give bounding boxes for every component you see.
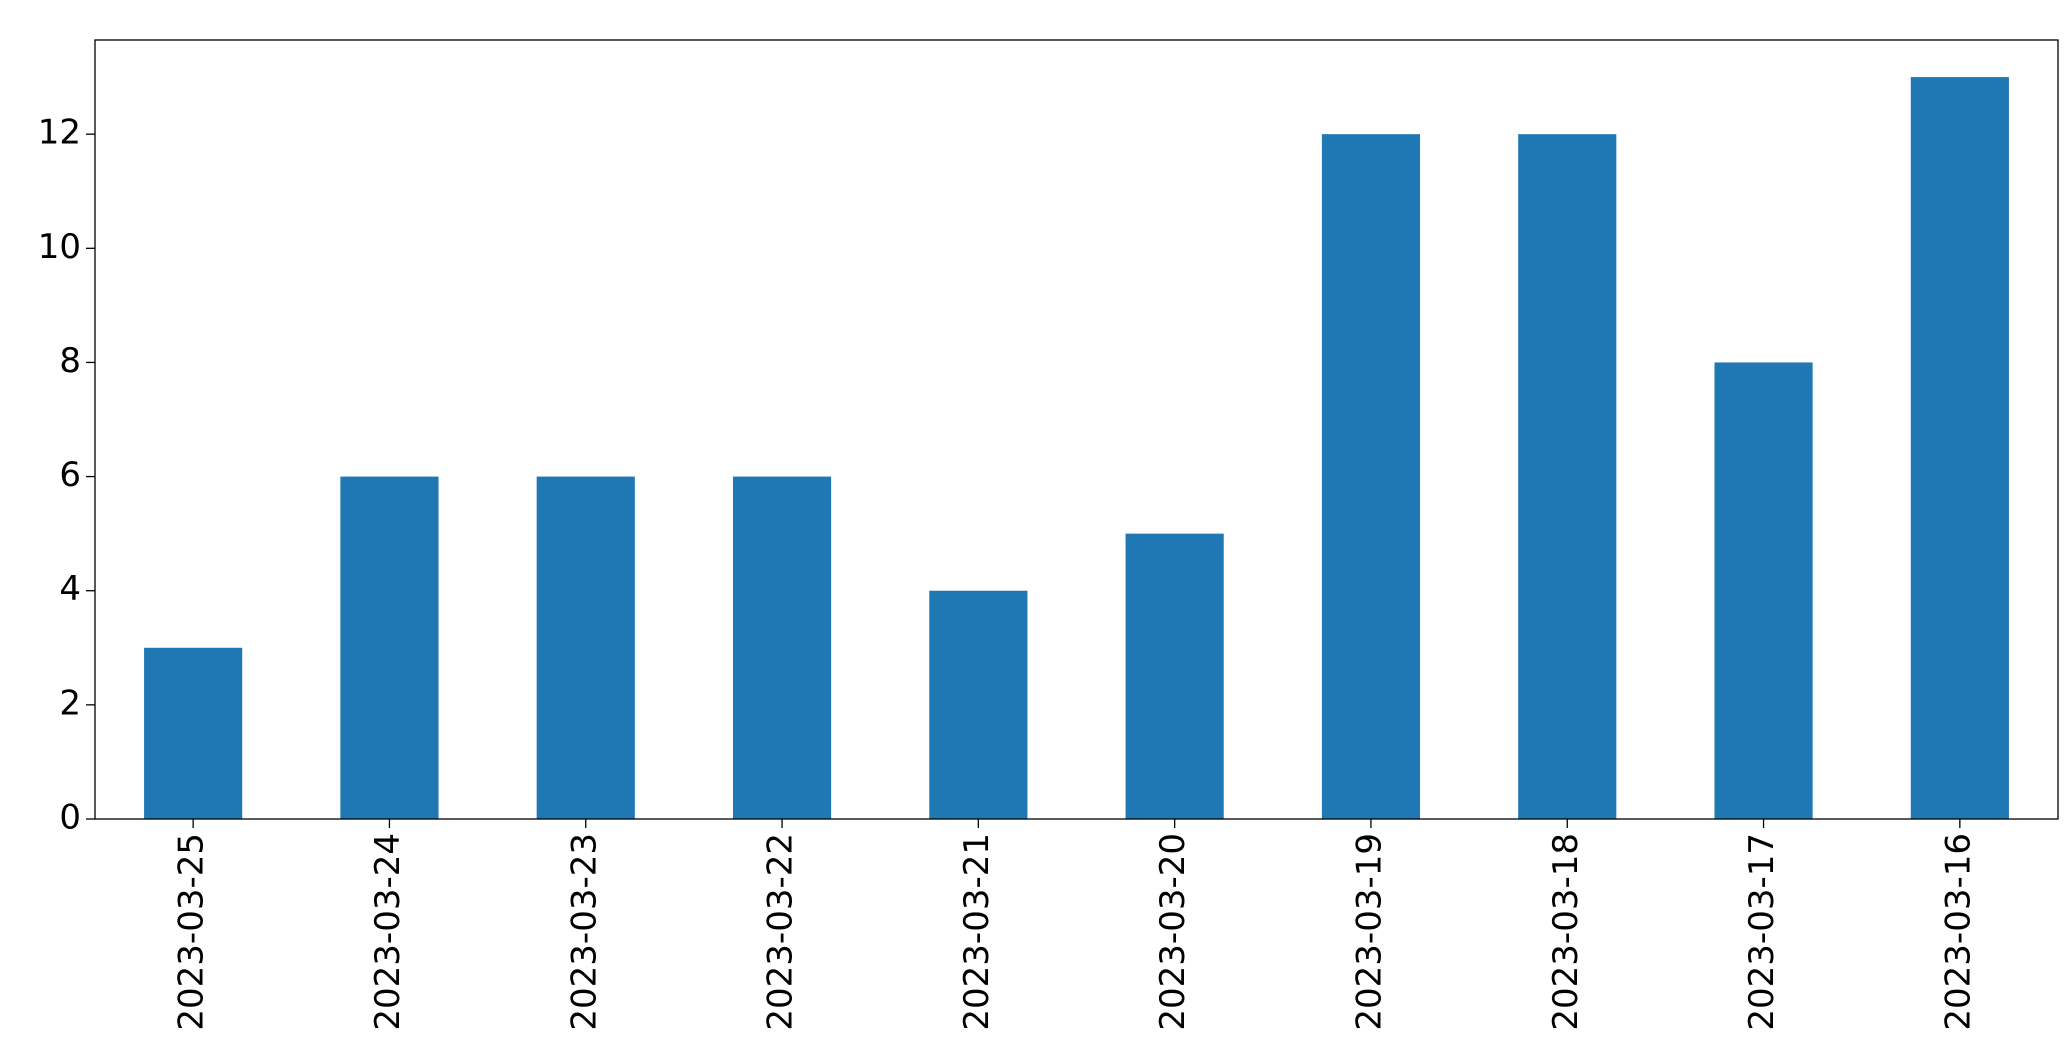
bar [340, 476, 439, 819]
x-tick-label: 2023-03-17 [1742, 833, 1782, 1031]
x-tick-label: 2023-03-23 [564, 833, 604, 1031]
y-tick-label: 4 [59, 569, 81, 609]
bar [1125, 533, 1224, 819]
bar [1714, 362, 1813, 819]
x-tick-label: 2023-03-18 [1546, 833, 1586, 1031]
bar [732, 476, 832, 819]
y-tick-label: 0 [59, 798, 81, 838]
bar [144, 647, 243, 819]
bar [536, 476, 635, 819]
plot-frame [94, 39, 2059, 820]
x-tick-label: 2023-03-25 [172, 833, 212, 1031]
x-tick-label: 2023-03-22 [761, 833, 801, 1031]
x-tick-label: 2023-03-21 [957, 833, 997, 1031]
y-tick-label: 8 [59, 341, 81, 381]
bar [929, 590, 1028, 819]
y-tick-label: 6 [59, 455, 81, 495]
x-tick-label: 2023-03-24 [368, 833, 408, 1031]
x-tick-label: 2023-03-20 [1153, 833, 1193, 1031]
bar [1910, 77, 2009, 820]
y-tick-label: 10 [38, 227, 81, 267]
y-tick-label: 2 [59, 683, 81, 723]
y-tick-label: 12 [38, 113, 81, 153]
bar [1518, 134, 1617, 819]
x-tick-label: 2023-03-16 [1938, 833, 1978, 1031]
bar [1321, 134, 1421, 819]
x-tick-label: 2023-03-19 [1349, 833, 1389, 1031]
